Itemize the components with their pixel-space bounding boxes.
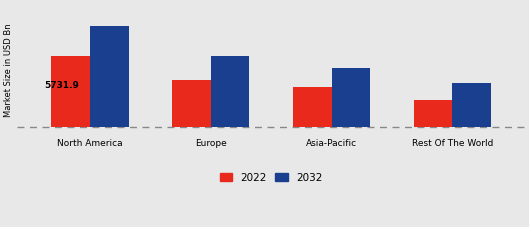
Bar bbox=[414, 100, 452, 127]
Bar bbox=[293, 87, 332, 127]
Bar bbox=[452, 83, 491, 127]
Text: 5731.9: 5731.9 bbox=[44, 81, 79, 90]
Bar bbox=[51, 57, 90, 127]
Bar bbox=[211, 56, 249, 127]
Bar bbox=[332, 68, 370, 127]
Bar bbox=[172, 80, 211, 127]
Bar bbox=[90, 26, 129, 127]
Legend: 2022, 2032: 2022, 2032 bbox=[215, 168, 326, 187]
Y-axis label: Market Size in USD Bn: Market Size in USD Bn bbox=[4, 24, 13, 117]
